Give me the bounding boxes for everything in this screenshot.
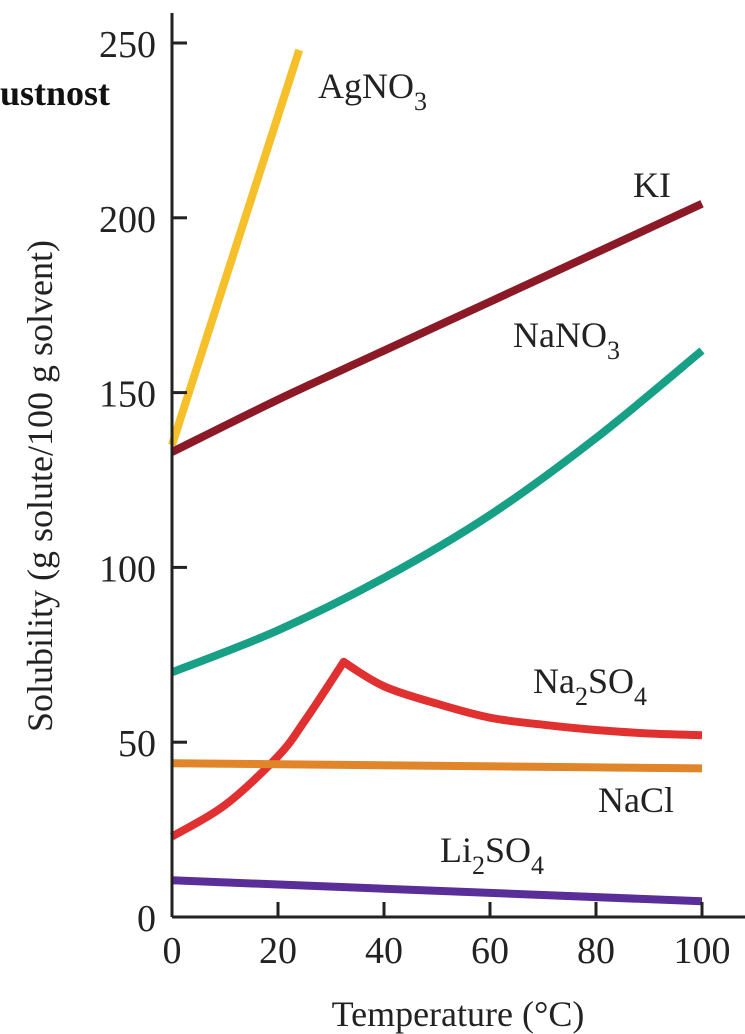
cropped-title-fragment: ustnost: [0, 73, 111, 113]
x-tick-label: 0: [163, 930, 182, 972]
y-tick-label: 50: [118, 723, 156, 765]
y-tick-label: 100: [99, 548, 156, 590]
x-tick-label: 20: [259, 930, 297, 972]
series-line-ki: [170, 200, 704, 456]
series-labels: AgNO3 KI NaNO3 Na2SO4 NaCl Li2SO4: [318, 66, 674, 880]
y-axis-title: Solubility (g solute/100 g solvent): [20, 240, 60, 732]
x-tick-label: 60: [471, 930, 509, 972]
x-tick-label: 40: [365, 930, 403, 972]
y-tick-label: 200: [99, 199, 156, 241]
series-label-agno3: AgNO3: [318, 66, 427, 116]
series-line-li2so4: [171, 876, 703, 906]
series-label-na2so4: Na2SO4: [533, 661, 647, 711]
axes-layer: 0 50 100 150 200 250 0 20 40 60 80 100: [99, 13, 745, 972]
series-label-nano3: NaNO3: [513, 315, 620, 365]
x-tick-label: 80: [577, 930, 615, 972]
series-label-nacl: NaCl: [598, 780, 674, 820]
series-line-nacl: [171, 759, 703, 773]
series-line-nano3: [170, 347, 705, 677]
series-line-agno3: [168, 48, 304, 447]
x-tick-label: 100: [674, 930, 731, 972]
y-tick-label: 150: [99, 374, 156, 416]
series-label-li2so4: Li2SO4: [440, 830, 544, 880]
series-label-ki: KI: [633, 165, 671, 205]
y-tick-label: 250: [99, 24, 156, 66]
series-layer: [168, 48, 705, 906]
x-axis-title: Temperature (°C): [332, 994, 585, 1034]
y-tick-label: 0: [137, 898, 156, 940]
